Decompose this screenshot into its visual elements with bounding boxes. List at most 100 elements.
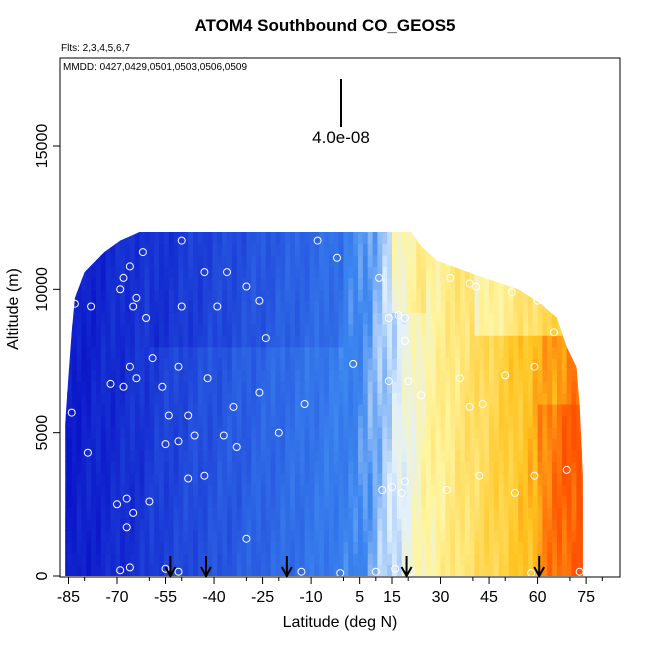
heat-cell — [576, 461, 582, 474]
heat-cell — [81, 404, 87, 417]
heat-cell — [571, 449, 578, 462]
heat-cell — [338, 369, 345, 382]
heat-cell — [557, 541, 563, 554]
heat-cell — [314, 266, 320, 279]
heat-cell — [217, 426, 223, 439]
heat-cell — [493, 243, 500, 256]
heat-cell — [100, 346, 107, 359]
heat-cell — [144, 518, 150, 531]
heat-cell — [134, 289, 141, 302]
heat-cell — [217, 484, 223, 497]
heat-cell — [367, 289, 374, 302]
heat-cell — [498, 266, 505, 279]
heat-cell — [246, 553, 252, 566]
heat-cell — [173, 404, 180, 417]
heat-cell — [212, 484, 218, 497]
heat-cell — [265, 404, 272, 417]
heat-cell — [440, 335, 446, 348]
heat-cell — [353, 507, 359, 520]
x-tick-label: -25 — [251, 589, 274, 606]
heat-cell — [430, 495, 437, 508]
heat-cell — [202, 243, 209, 256]
heat-cell — [324, 518, 330, 531]
heat-cell — [416, 472, 422, 485]
heat-cell — [251, 415, 257, 428]
heat-cell — [188, 346, 194, 359]
heat-cell — [197, 254, 204, 267]
heat-cell — [421, 553, 427, 566]
heat-cell — [207, 289, 214, 302]
heat-cell — [411, 484, 417, 497]
heat-cell — [421, 312, 427, 325]
heat-cell — [416, 564, 422, 576]
heat-cell — [406, 266, 413, 279]
heat-cell — [358, 346, 364, 359]
heat-cell — [426, 518, 432, 531]
heat-cell — [450, 507, 456, 520]
heat-cell — [426, 472, 432, 485]
heat-cell — [290, 484, 296, 497]
heat-cell — [304, 243, 311, 256]
heat-cell — [197, 564, 204, 576]
heat-cell — [309, 495, 315, 508]
chart-title: ATOM4 Southbound CO_GEOS5 — [194, 16, 456, 35]
heat-cell — [294, 369, 301, 382]
heat-cell — [377, 530, 383, 543]
heat-cell — [392, 484, 398, 497]
heat-cell — [435, 472, 442, 485]
heat-cell — [71, 392, 78, 405]
heat-cell — [217, 495, 223, 508]
heat-cell — [382, 438, 388, 451]
heat-cell — [401, 243, 408, 256]
heat-cell — [430, 300, 437, 313]
heat-cell — [455, 484, 461, 497]
heat-cell — [280, 415, 286, 428]
heat-cell — [129, 277, 136, 290]
heat-cell — [100, 461, 107, 474]
heat-cell — [217, 346, 223, 359]
heat-cell — [416, 449, 422, 462]
heat-cell — [309, 541, 315, 554]
heat-cell — [294, 392, 301, 405]
heat-cell — [222, 232, 228, 245]
heat-cell — [406, 243, 413, 256]
heat-cell — [217, 335, 223, 348]
profile-marker-arrow — [280, 556, 293, 579]
heat-cell — [440, 564, 446, 576]
heat-cell — [188, 530, 194, 543]
heat-cell — [66, 232, 73, 245]
heat-cell — [498, 323, 505, 336]
heat-cell — [144, 507, 150, 520]
heat-cell — [265, 438, 272, 451]
heat-cell — [537, 381, 544, 394]
heat-cell — [319, 426, 325, 439]
heat-cell — [333, 289, 340, 302]
heat-cell — [392, 346, 398, 359]
heat-cell — [173, 530, 180, 543]
heat-cell — [372, 530, 379, 543]
heat-cell — [489, 541, 495, 554]
heat-cell — [222, 232, 228, 233]
heat-cell — [552, 381, 558, 394]
heat-cell — [304, 449, 311, 462]
heat-cell — [571, 438, 578, 451]
heat-cell — [227, 564, 233, 576]
heat-cell — [372, 404, 379, 417]
heat-cell — [367, 449, 374, 462]
heat-cell — [426, 415, 432, 428]
heat-cell — [445, 369, 451, 382]
heat-cell — [445, 243, 451, 256]
heat-cell — [338, 232, 345, 245]
heat-cell — [265, 472, 272, 485]
heat-cell — [163, 518, 170, 531]
heat-cell — [503, 530, 510, 543]
heat-cell — [513, 530, 519, 543]
heat-cell — [561, 312, 568, 325]
sample-point — [125, 563, 134, 572]
heat-cell — [459, 277, 466, 290]
heat-cell — [275, 472, 281, 485]
heat-cell — [290, 392, 296, 405]
heat-cell — [387, 381, 393, 394]
heat-cell — [159, 289, 165, 302]
heat-cell — [426, 358, 432, 371]
